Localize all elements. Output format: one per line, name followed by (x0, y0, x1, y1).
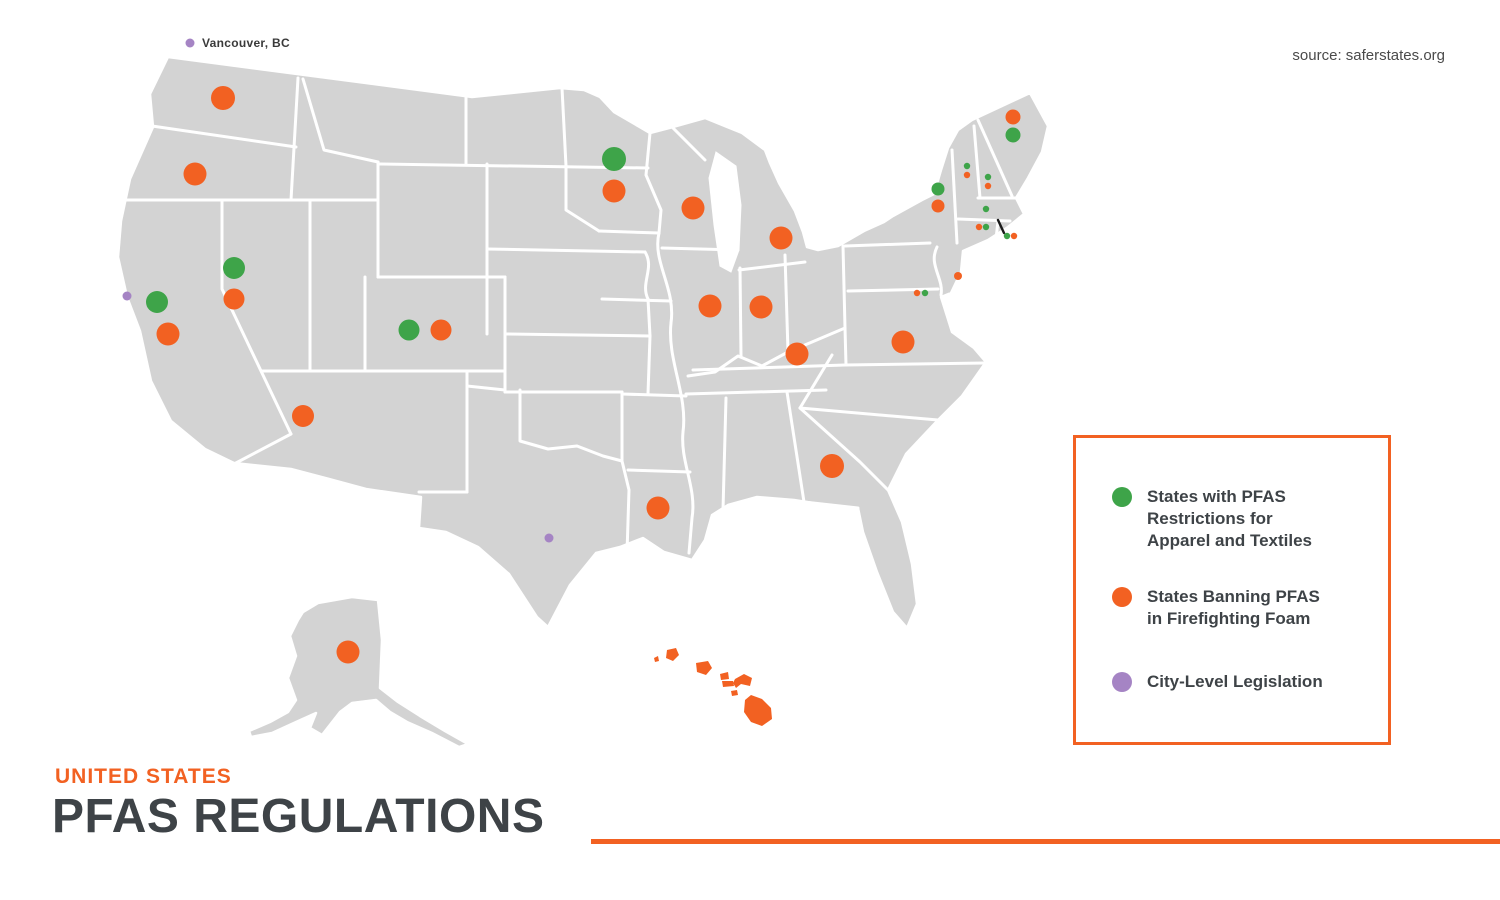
marker-apparel-minnesota (602, 147, 626, 171)
alaska-shape (247, 595, 470, 749)
hawaii-islands (654, 648, 772, 726)
marker-apparel-massachusetts (982, 205, 990, 213)
marker-foam-connecticut (975, 223, 983, 231)
rhode-island-pointer-line (996, 218, 1006, 235)
markers-layer (122, 38, 1021, 664)
marker-foam-washington (211, 86, 235, 110)
marker-city-vancouver-bc (185, 38, 195, 48)
apparel-dot-icon (1112, 487, 1132, 507)
marker-foam-alaska (336, 640, 360, 664)
legend-label-city: City-Level Legislation (1147, 672, 1323, 691)
marker-apparel-colorado (398, 319, 420, 341)
marker-foam-california (156, 322, 180, 346)
marker-apparel-new-hampshire (984, 173, 992, 181)
marker-apparel-vermont (963, 162, 971, 170)
marker-apparel-california (146, 291, 168, 313)
marker-foam-michigan (769, 226, 793, 250)
marker-foam-indiana (749, 295, 773, 319)
marker-foam-georgia (820, 454, 844, 478)
marker-apparel-rhode-island (1003, 232, 1011, 240)
city-dot-icon (1112, 672, 1132, 692)
legend: States with PFAS Restrictions for Appare… (1073, 435, 1391, 745)
marker-foam-colorado (430, 319, 452, 341)
marker-foam-arizona (292, 405, 314, 427)
marker-foam-new-jersey (954, 272, 962, 280)
legend-label-foam: States Banning PFAS in Firefighting Foam (1147, 587, 1320, 628)
marker-foam-illinois (698, 294, 722, 318)
marker-apparel-maine (1005, 127, 1021, 143)
marker-foam-rhode-island (1010, 232, 1018, 240)
marker-foam-maine (1005, 109, 1021, 125)
marker-foam-oregon (183, 162, 207, 186)
title-kicker: UNITED STATES (55, 765, 232, 788)
foam-dot-icon (1112, 587, 1132, 607)
legend-item-apparel: States with PFAS Restrictions for Appare… (1112, 486, 1312, 552)
marker-city-san-francisco (122, 291, 132, 301)
marker-foam-new-york (931, 199, 945, 213)
marker-foam-louisiana (646, 496, 670, 520)
vancouver-label: Vancouver, BC (202, 36, 290, 50)
page-title: PFAS REGULATIONS (52, 790, 545, 843)
legend-item-city: City-Level Legislation (1112, 671, 1323, 693)
marker-foam-new-hampshire (984, 182, 992, 190)
marker-foam-vermont (963, 171, 971, 179)
marker-foam-nevada (223, 288, 245, 310)
marker-apparel-maryland (921, 289, 929, 297)
source-note: source: saferstates.org (1292, 47, 1445, 64)
marker-foam-maryland (913, 289, 921, 297)
state-borders (116, 76, 1018, 555)
marker-foam-kentucky (785, 342, 809, 366)
legend-item-foam: States Banning PFAS in Firefighting Foam (1112, 586, 1320, 630)
marker-apparel-connecticut (982, 223, 990, 231)
lake-michigan (708, 151, 742, 273)
marker-foam-wisconsin (681, 196, 705, 220)
title-rule (591, 839, 1500, 844)
marker-city-austin (544, 533, 554, 543)
marker-foam-virginia (891, 330, 915, 354)
marker-apparel-nevada (223, 257, 245, 279)
marker-foam-minnesota (602, 179, 626, 203)
marker-apparel-new-york (931, 182, 945, 196)
legend-label-apparel: States with PFAS Restrictions for Appare… (1147, 487, 1313, 550)
